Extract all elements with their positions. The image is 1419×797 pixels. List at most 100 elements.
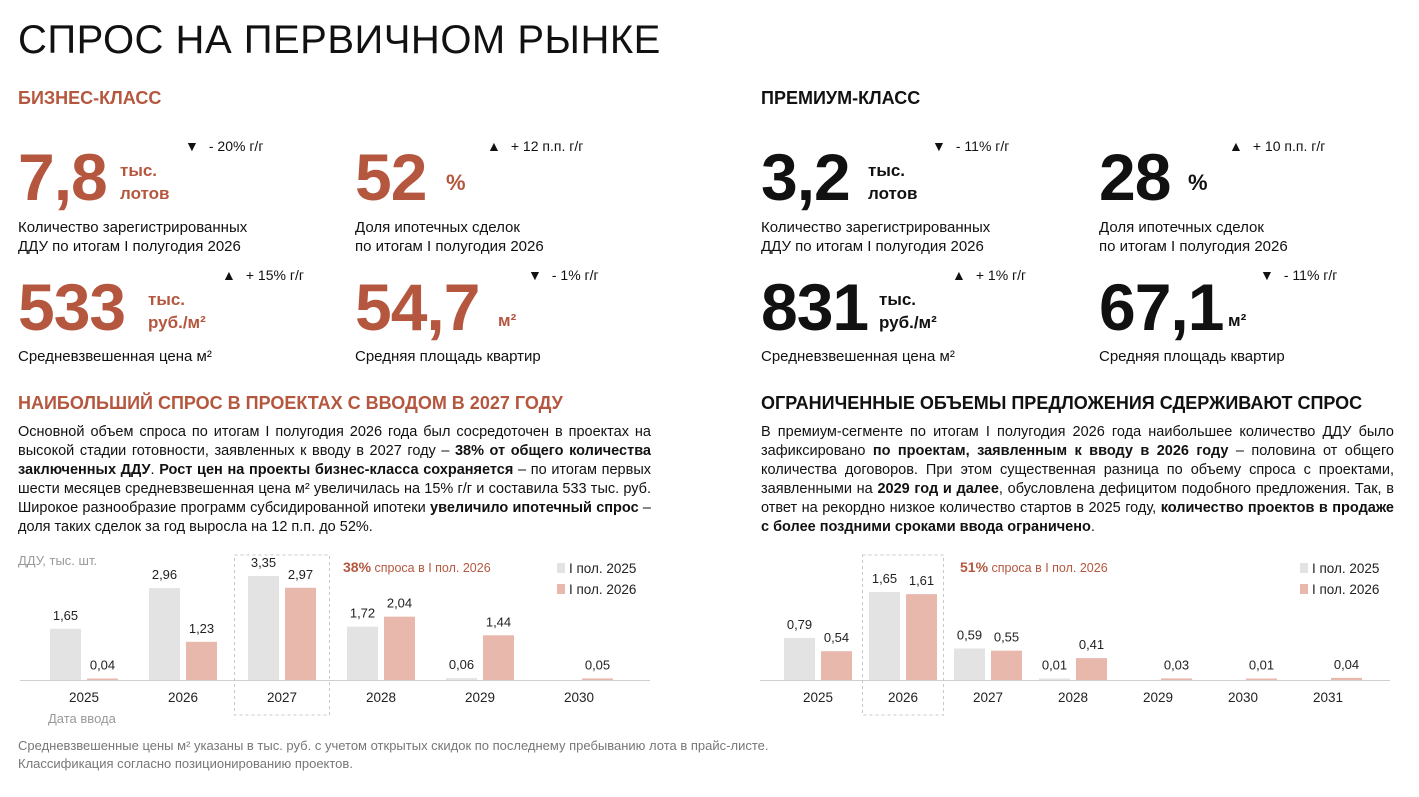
premium-kpi-area-change: ▼ - 11% г/г [1260,267,1338,283]
legend-swatch [557,563,565,573]
bar-h1-2026 [582,678,613,680]
business-kpi-lots-unit: тыс. лотов [120,161,170,203]
business-paragraph-run: увеличило ипотечный спрос [430,500,639,516]
business-paragraph-run: . [150,462,160,478]
data-label: 0,04 [90,658,115,673]
bar-h1-2026 [285,587,316,680]
premium-paragraph-run: . [1090,519,1095,535]
business-section-title: НАИБОЛЬШИЙ СПРОС В ПРОЕКТАХ С ВВОДОМ В 2… [18,393,563,413]
data-label: 2,96 [152,567,177,582]
premium-kpi-price-change: ▲ + 1% г/г [952,267,1027,283]
business-paragraph-run: – по итогам первых шести месяцев среднев… [18,462,651,516]
x-tick-label: 2026 [888,690,918,705]
annotation-bold: 38% [343,559,372,575]
business-paragraph: Основной объем спроса по итогам I полуго… [18,423,651,537]
premium-paragraph-run: 2029 год и далее [877,481,999,497]
bar-h1-2026 [483,635,514,680]
legend-swatch [1300,584,1308,594]
bar-h1-2025 [1039,678,1070,680]
business-kpi-mortgage-unit: % [446,170,466,195]
footnote-2: Классификация согласно позиционированию … [18,756,353,771]
premium-paragraph-run: по проектам, заявленным к вводу в 2026 г… [872,443,1229,459]
business-kpi-price-unit: тыс. руб./м² [148,290,206,332]
chart-annotation: 38% спроса в I пол. 2026 [343,559,491,575]
chart-annotation: 51% спроса в I пол. 2026 [960,559,1108,575]
legend-label: I пол. 2026 [569,582,636,597]
data-label: 2,97 [288,567,313,582]
bar-h1-2025 [149,588,180,680]
bar-h1-2026 [821,651,852,680]
x-tick-label: 2031 [1313,690,1343,705]
premium-kpi-lots-unit: тыс. лотов [868,161,918,203]
business-kpi-area-value: 54,7 [355,270,480,344]
bar-h1-2026 [384,616,415,680]
data-label: 0,59 [957,628,982,643]
y-axis-label: ДДУ, тыс. шт. [18,553,97,568]
down-triangle-icon: ▼ [1260,267,1274,283]
data-label: 0,55 [994,630,1019,645]
premium-kpi-lots-change: ▼ - 11% г/г [932,138,1010,154]
premium-kpi-lots-desc: Количество зарегистрированных ДДУ по итог… [761,219,991,255]
premium-paragraph-run: количество проектов в продаже с более по… [761,500,1394,535]
bar-h1-2026 [1076,658,1107,680]
bar-h1-2026 [1161,678,1192,680]
up-triangle-icon: ▲ [952,267,966,283]
data-label: 1,65 [53,608,78,623]
legend-swatch [1300,563,1308,573]
business-kpi-lots-change: ▼ - 20% г/г [185,138,264,154]
business-kpi-mortgage-desc: Доля ипотечных сделок по итогам I полугод… [355,219,544,255]
up-triangle-icon: ▲ [1229,138,1243,154]
bar-h1-2025 [869,592,900,680]
legend-label: I пол. 2026 [1312,582,1379,597]
bar-h1-2025 [347,626,378,680]
data-label: 1,72 [350,606,375,621]
premium-kpi-area-value: 67,1 [1099,270,1224,344]
data-label: 0,79 [787,617,812,632]
bar-h1-2025 [784,637,815,680]
highlight-frame [234,554,330,716]
bar-h1-2026 [991,650,1022,680]
business-kpi-lots-value: 7,8 [18,140,108,214]
data-label: 0,01 [1042,658,1067,673]
bar-h1-2026 [186,641,217,680]
x-tick-label: 2025 [803,690,833,705]
annotation-text: спроса в I пол. 2026 [988,561,1108,575]
legend-label: I пол. 2025 [569,561,636,576]
down-triangle-icon: ▼ [528,267,542,283]
data-label: 0,41 [1079,637,1104,652]
business-paragraph-run: 38% от общего количества заключенных ДДУ [18,443,651,478]
premium-kpi-mortgage-change: ▲ + 10 п.п. г/г [1229,138,1326,154]
data-label: 1,23 [189,621,214,636]
premium-paragraph-run: – половина от общего количества договоро… [761,443,1395,497]
data-label: 3,35 [251,555,276,570]
business-kpi-area-desc: Средняя площадь квартир [355,348,541,365]
bar-h1-2026 [906,594,937,680]
down-triangle-icon: ▼ [185,138,199,154]
x-tick-label: 2029 [1143,690,1173,705]
data-label: 0,06 [449,657,474,672]
data-label: 1,61 [909,573,934,588]
business-kpi-price-desc: Средневзвешенная цена м² [18,348,212,365]
data-label: 2,04 [387,596,412,611]
bar-h1-2026 [1331,677,1362,680]
x-tick-label: 2025 [69,690,99,705]
data-label: 0,05 [585,657,610,672]
premium-paragraph-run: , обусловлена дефицитом подобного предло… [761,481,1394,516]
business-paragraph-run: – доля таких сделок за год выросла на 12… [18,500,652,535]
business-kpi-mortgage-value: 52 [355,140,427,214]
business-kpi-area-unit: м² [498,311,517,330]
up-triangle-icon: ▲ [222,267,236,283]
page-title: СПРОС НА ПЕРВИЧНОМ РЫНКЕ [18,18,661,62]
premium-kpi-lots-value: 3,2 [761,140,851,214]
x-tick-label: 2027 [973,690,1003,705]
data-label: 0,03 [1164,657,1189,672]
premium-paragraph: В премиум-сегменте по итогам I полугодия… [761,423,1394,537]
premium-kpi-price-desc: Средневзвешенная цена м² [761,348,955,365]
business-kpi-price-value: 533 [18,270,126,344]
premium-heading: ПРЕМИУМ-КЛАСС [761,88,921,108]
x-tick-label: 2029 [465,690,495,705]
x-tick-label: 2026 [168,690,198,705]
x-tick-label: 2030 [1228,690,1258,705]
business-kpi-area-change: ▼ - 1% г/г [528,267,599,283]
premium-kpi-area-unit: м² [1228,311,1247,330]
